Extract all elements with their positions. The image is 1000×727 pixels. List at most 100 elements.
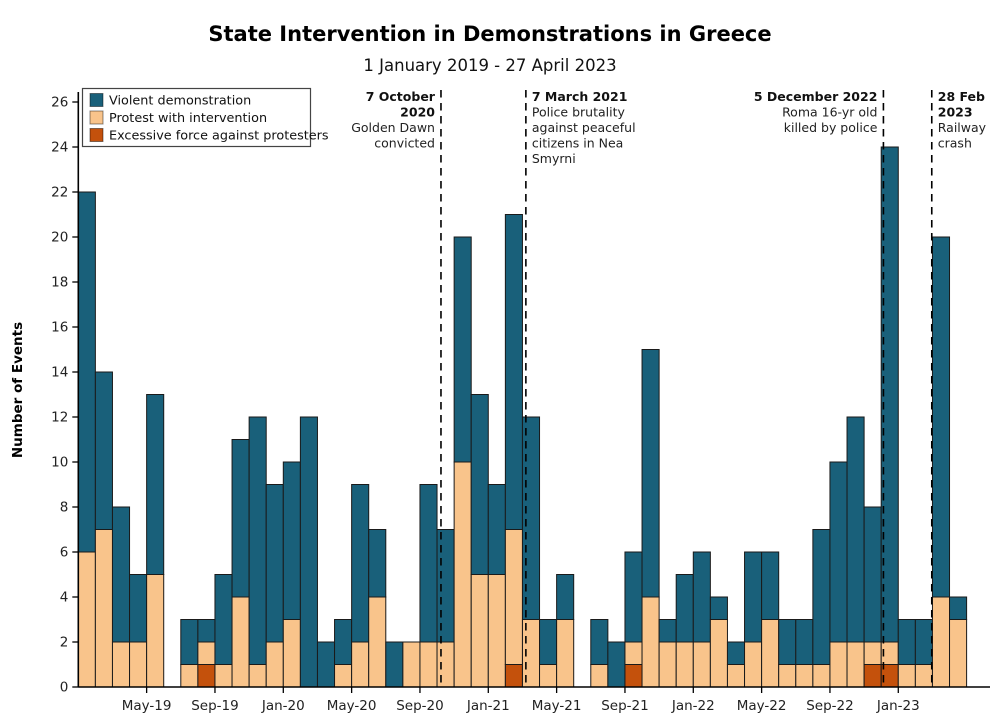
bar-segment-Sep-19-s1 bbox=[214, 664, 233, 688]
bar-segment-Dec-20-s1 bbox=[470, 574, 489, 688]
bar-segment-Dec-22-s0 bbox=[880, 146, 899, 643]
bar-segment-Oct-20-s0 bbox=[436, 529, 455, 643]
x-tick-label: Sep-20 bbox=[396, 698, 444, 714]
bar-segment-Oct-19-s1 bbox=[231, 596, 250, 688]
bar-segment-Dec-19-s1 bbox=[265, 641, 284, 688]
bar-segment-Nov-22-s0 bbox=[863, 506, 882, 643]
y-tick-label: 16 bbox=[51, 320, 68, 336]
bar-segment-Jun-22-s0 bbox=[778, 619, 797, 665]
bar-segment-Mar-22-s1 bbox=[726, 664, 746, 688]
bar-segment-Apr-23-s0 bbox=[949, 596, 968, 620]
legend: Violent demonstration Protest with interv… bbox=[81, 87, 329, 148]
bar-segment-Jan-19-s1 bbox=[77, 551, 96, 688]
bar-segment-Apr-22-s0 bbox=[744, 551, 763, 643]
event-text-roma-killing: Roma 16-yr old bbox=[782, 105, 877, 120]
bar-segment-Jun-22-s1 bbox=[778, 664, 797, 688]
bar-segment-Jan-23-s1 bbox=[897, 664, 916, 688]
event-text-golden-dawn: Golden Dawn bbox=[351, 120, 435, 135]
bar-segment-Nov-21-s0 bbox=[658, 619, 677, 643]
bar-segment-Aug-22-s1 bbox=[812, 664, 831, 688]
bar-segment-Apr-23-s1 bbox=[949, 619, 968, 688]
bar-segment-May-21-s1 bbox=[556, 619, 575, 688]
legend-swatch-0 bbox=[89, 93, 104, 107]
bar-segment-Jan-21-s0 bbox=[487, 484, 506, 575]
bar-segment-Jul-19-s1 bbox=[180, 664, 199, 688]
bar-segment-Sep-19-s0 bbox=[214, 574, 233, 665]
x-tick-label: May-20 bbox=[327, 698, 377, 714]
bar-segment-Aug-19-s2 bbox=[197, 664, 216, 688]
bar-segment-Aug-21-s0 bbox=[607, 641, 626, 688]
x-tick-label: Sep-21 bbox=[601, 698, 649, 714]
chart-subtitle: 1 January 2019 - 27 April 2023 bbox=[363, 56, 617, 75]
x-tick-label: Sep-22 bbox=[806, 698, 854, 714]
y-tick-label: 8 bbox=[60, 500, 69, 516]
x-tick-label: Jan-22 bbox=[671, 698, 715, 714]
bar-segment-Mar-19-s1 bbox=[111, 641, 131, 688]
x-tick-label: Jan-20 bbox=[261, 698, 305, 714]
bar-segment-Sep-22-s1 bbox=[829, 641, 848, 688]
bars-group bbox=[77, 146, 968, 688]
y-tick-label: 12 bbox=[51, 410, 68, 426]
x-tick-label: Jan-23 bbox=[876, 698, 920, 714]
bar-segment-Jan-23-s0 bbox=[897, 619, 916, 665]
chart-title: State Intervention in Demonstrations in … bbox=[208, 22, 772, 46]
bar-segment-Mar-22-s0 bbox=[726, 641, 746, 665]
bar-segment-Feb-19-s0 bbox=[94, 371, 113, 530]
y-tick-label: 14 bbox=[51, 365, 68, 381]
y-tick-label: 24 bbox=[51, 140, 68, 156]
event-date-railway-crash: 28 Feb bbox=[938, 89, 985, 104]
bar-segment-Apr-21-s1 bbox=[539, 664, 558, 688]
event-text-nea-smyrni: Police brutality bbox=[532, 105, 626, 120]
event-date-roma-killing: 5 December 2022 bbox=[754, 89, 878, 104]
bar-segment-Mar-21-s0 bbox=[521, 416, 541, 620]
bar-segment-Jan-19-s0 bbox=[77, 191, 96, 553]
bar-segment-Oct-21-s1 bbox=[641, 596, 660, 688]
bar-segment-May-21-s0 bbox=[556, 574, 575, 620]
bar-segment-Dec-21-s1 bbox=[675, 641, 694, 688]
bar-segment-May-22-s1 bbox=[761, 619, 780, 688]
bar-segment-Sep-22-s0 bbox=[829, 461, 848, 643]
y-tick-label: 4 bbox=[60, 590, 69, 606]
bar-segment-Jun-20-s1 bbox=[368, 596, 387, 688]
bar-segment-Feb-19-s1 bbox=[94, 529, 113, 688]
bar-segment-Dec-21-s0 bbox=[675, 574, 694, 643]
bar-segment-Feb-23-s0 bbox=[914, 619, 933, 665]
x-tick-label: Sep-19 bbox=[191, 698, 239, 714]
bar-segment-Nov-20-s0 bbox=[453, 236, 472, 463]
legend-label-1: Protest with intervention bbox=[109, 111, 267, 126]
bar-segment-Jul-20-s0 bbox=[385, 641, 404, 688]
bar-segment-Mar-19-s0 bbox=[111, 506, 131, 643]
bar-segment-Sep-21-s2 bbox=[624, 664, 643, 688]
event-date-railway-crash: 2023 bbox=[938, 105, 973, 120]
bar-segment-Oct-21-s0 bbox=[641, 349, 660, 598]
bar-segment-Feb-21-s1 bbox=[504, 529, 523, 665]
bar-segment-Oct-22-s0 bbox=[846, 416, 865, 643]
bar-segment-Nov-21-s1 bbox=[658, 641, 677, 688]
event-text-nea-smyrni: Smyrni bbox=[532, 151, 576, 166]
event-text-golden-dawn: convicted bbox=[374, 136, 435, 151]
bar-segment-Feb-20-s0 bbox=[299, 416, 318, 688]
bar-segment-Jan-22-s1 bbox=[692, 641, 711, 688]
event-text-railway-crash: crash bbox=[938, 136, 972, 151]
bar-segment-Jan-20-s1 bbox=[282, 619, 301, 688]
bar-segment-Jun-20-s0 bbox=[368, 529, 387, 598]
legend-label-2: Excessive force against protesters bbox=[109, 129, 329, 144]
bar-segment-Nov-22-s2 bbox=[863, 664, 882, 688]
x-tick-label: May-21 bbox=[532, 698, 582, 714]
bar-segment-Apr-21-s0 bbox=[539, 619, 558, 665]
bar-segment-Mar-23-s1 bbox=[931, 596, 951, 688]
legend-swatch-1 bbox=[89, 110, 104, 125]
bar-segment-Aug-19-s1 bbox=[197, 641, 216, 665]
bar-segment-Jan-21-s1 bbox=[487, 574, 506, 688]
x-tick-label: May-22 bbox=[737, 698, 787, 714]
legend-label-0: Violent demonstration bbox=[109, 94, 251, 109]
bar-segment-Apr-20-s0 bbox=[334, 619, 353, 665]
y-tick-label: 0 bbox=[60, 680, 69, 696]
event-date-golden-dawn: 7 October bbox=[366, 89, 436, 104]
bar-segment-May-20-s1 bbox=[351, 641, 370, 688]
y-tick-label: 20 bbox=[51, 230, 68, 246]
bar-segment-Jan-22-s0 bbox=[692, 551, 711, 643]
